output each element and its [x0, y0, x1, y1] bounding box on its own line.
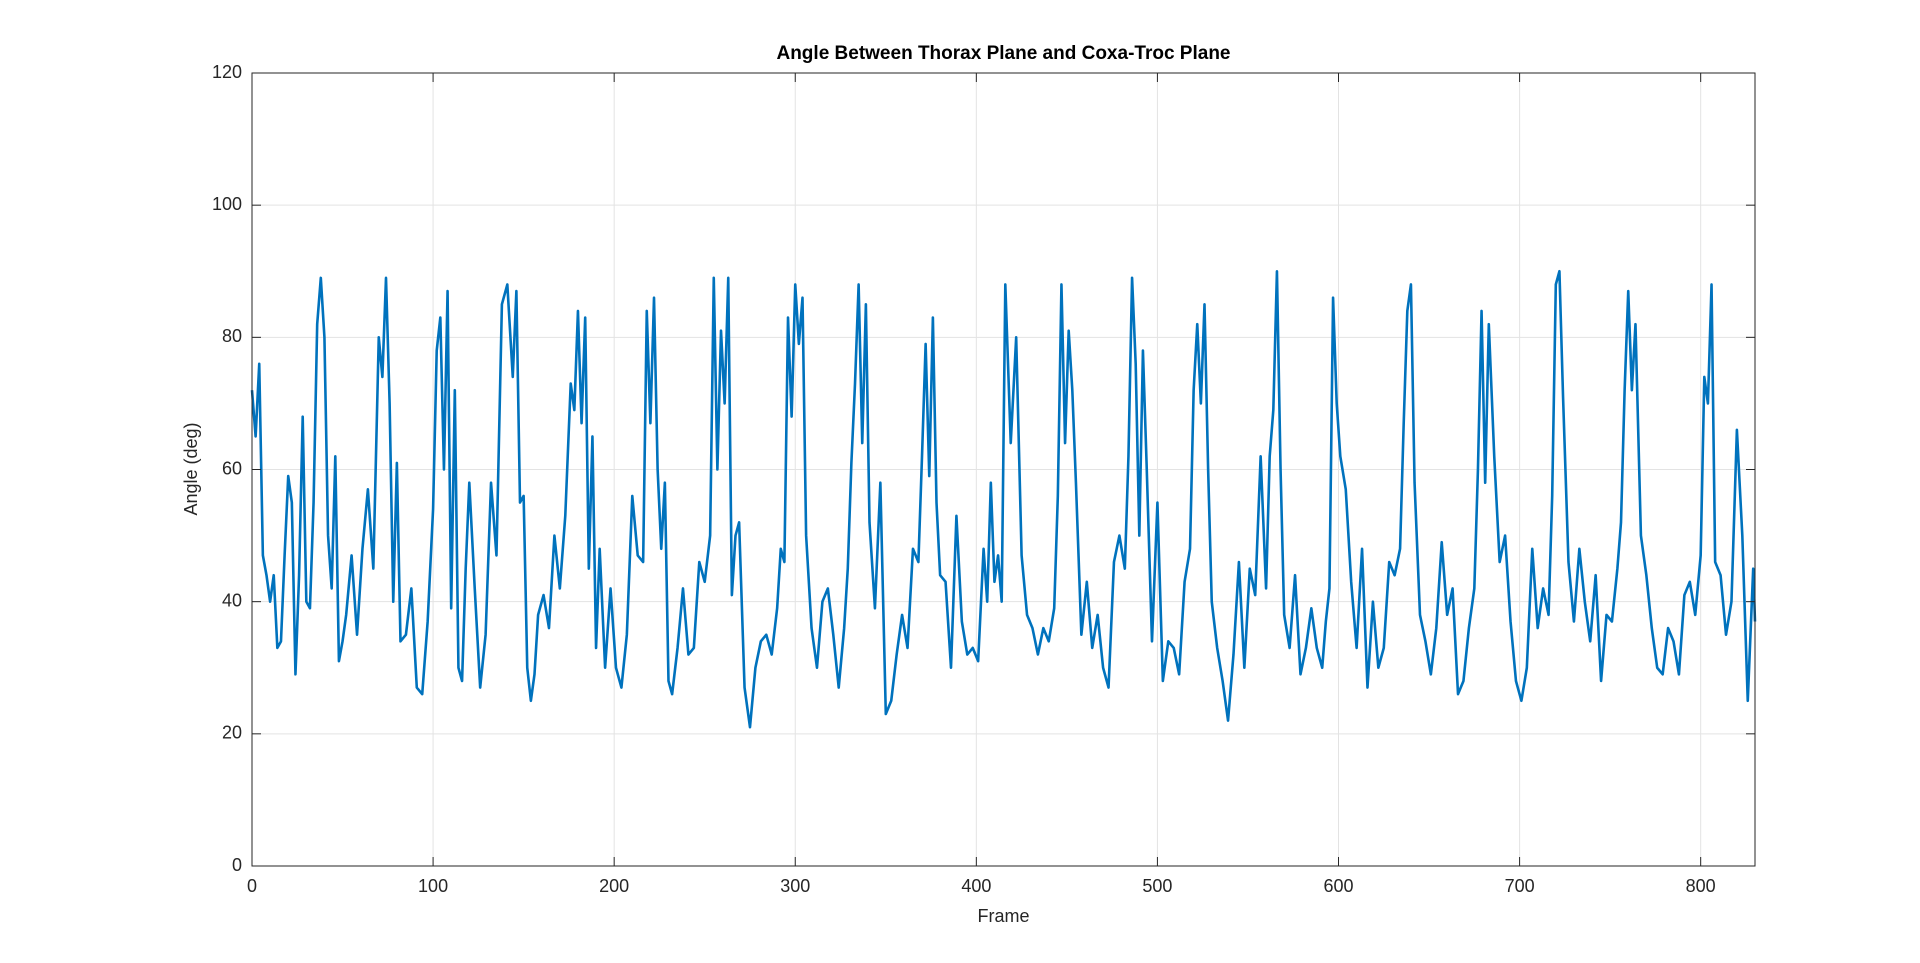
y-tick-label: 60: [222, 458, 242, 478]
x-axis-label: Frame: [977, 906, 1029, 926]
x-tick-label: 0: [247, 876, 257, 896]
x-tick-label: 100: [418, 876, 448, 896]
x-tick-label: 400: [961, 876, 991, 896]
x-tick-label: 500: [1142, 876, 1172, 896]
chart-title: Angle Between Thorax Plane and Coxa-Troc…: [776, 43, 1230, 64]
x-tick-label: 600: [1323, 876, 1353, 896]
data-line: [250, 269, 1757, 729]
x-tick-label: 700: [1505, 876, 1535, 896]
plot: [250, 269, 1757, 729]
y-tick-label: 40: [222, 590, 242, 610]
x-tick-label: 300: [780, 876, 810, 896]
y-tick-label: 120: [212, 62, 242, 82]
x-tick-label: 800: [1686, 876, 1716, 896]
x-tick-label: 200: [599, 876, 629, 896]
y-axis-label: Angle (deg): [181, 422, 201, 515]
y-tick-label: 0: [232, 855, 242, 875]
y-tick-label: 100: [212, 194, 242, 214]
y-tick-label: 20: [222, 723, 242, 743]
y-tick-label: 80: [222, 326, 242, 346]
ticks: 0 100 200 300 400 500 600 700 800 0 20 40 60 80 100 120: [212, 62, 1755, 896]
